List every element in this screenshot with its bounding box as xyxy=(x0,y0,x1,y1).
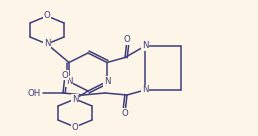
Text: N: N xyxy=(104,77,110,86)
Text: N: N xyxy=(142,86,148,95)
Text: N: N xyxy=(66,77,72,86)
Text: N: N xyxy=(72,95,78,103)
Text: O: O xyxy=(44,12,50,21)
Text: O: O xyxy=(72,123,78,132)
Text: N: N xyxy=(142,41,148,50)
Text: O: O xyxy=(124,35,131,44)
Text: OH: OH xyxy=(28,89,41,98)
Text: N: N xyxy=(44,39,50,49)
Text: O: O xyxy=(62,70,68,80)
Text: O: O xyxy=(122,109,128,118)
